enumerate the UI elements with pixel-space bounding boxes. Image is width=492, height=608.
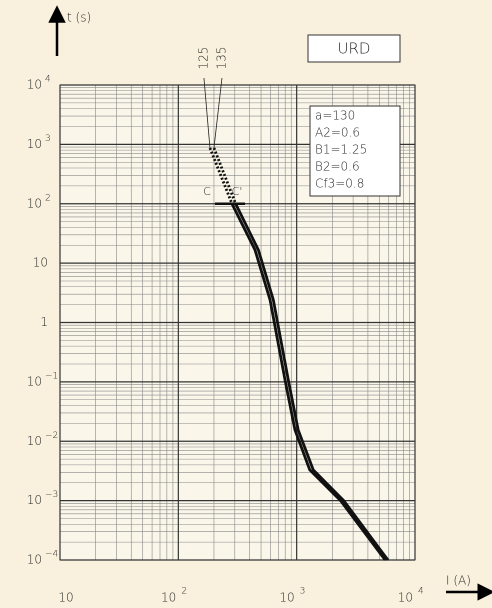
x-tick-sup: 2 [181,587,187,597]
param-text: B1=1.25 [315,143,367,157]
x-tick-label: 10 [161,591,176,605]
param-text: A2=0.6 [315,126,360,140]
x-tick-sup: 3 [300,587,306,597]
y-tick-sup: −1 [45,371,58,381]
y-tick-label: 1 [40,315,48,329]
y-tick-label: 10 [27,196,42,210]
y-tick-sup: 3 [45,134,51,144]
curve [230,203,387,561]
param-text: Cf3=0.8 [315,177,364,191]
x-tick-sup: 4 [418,587,424,597]
annotation: C [203,185,211,198]
param-text: B2=0.6 [315,160,360,174]
param-text: a=130 [315,109,355,123]
y-tick-sup: 4 [45,75,51,85]
y-tick-label: 10 [27,493,42,507]
x-tick-label: 10 [279,591,294,605]
annotation: C' [232,185,243,198]
x-tick-label: 10 [398,591,413,605]
leader-line [203,77,211,149]
y-tick-sup: −2 [45,431,58,441]
y-tick-sup: −3 [45,490,58,500]
series-label: 135 [214,47,228,70]
series-label: 125 [196,47,210,70]
y-tick-label: 10 [27,553,42,567]
x-tick-label: 10 [58,591,73,605]
y-tick-label: 10 [33,256,48,270]
title-box-text: URD [338,40,371,58]
title-box [307,34,401,63]
y-axis-label: t (s) [67,11,91,25]
y-tick-label: 10 [27,78,42,92]
y-tick-sup: −4 [45,550,58,560]
x-axis-label: I (A) [446,574,471,588]
y-tick-label: 10 [27,137,42,151]
params-box [309,105,401,197]
y-tick-sup: 2 [45,193,51,203]
y-tick-label: 10 [27,374,42,388]
leader-line [213,77,223,149]
y-tick-label: 10 [27,434,42,448]
curve [234,203,390,561]
